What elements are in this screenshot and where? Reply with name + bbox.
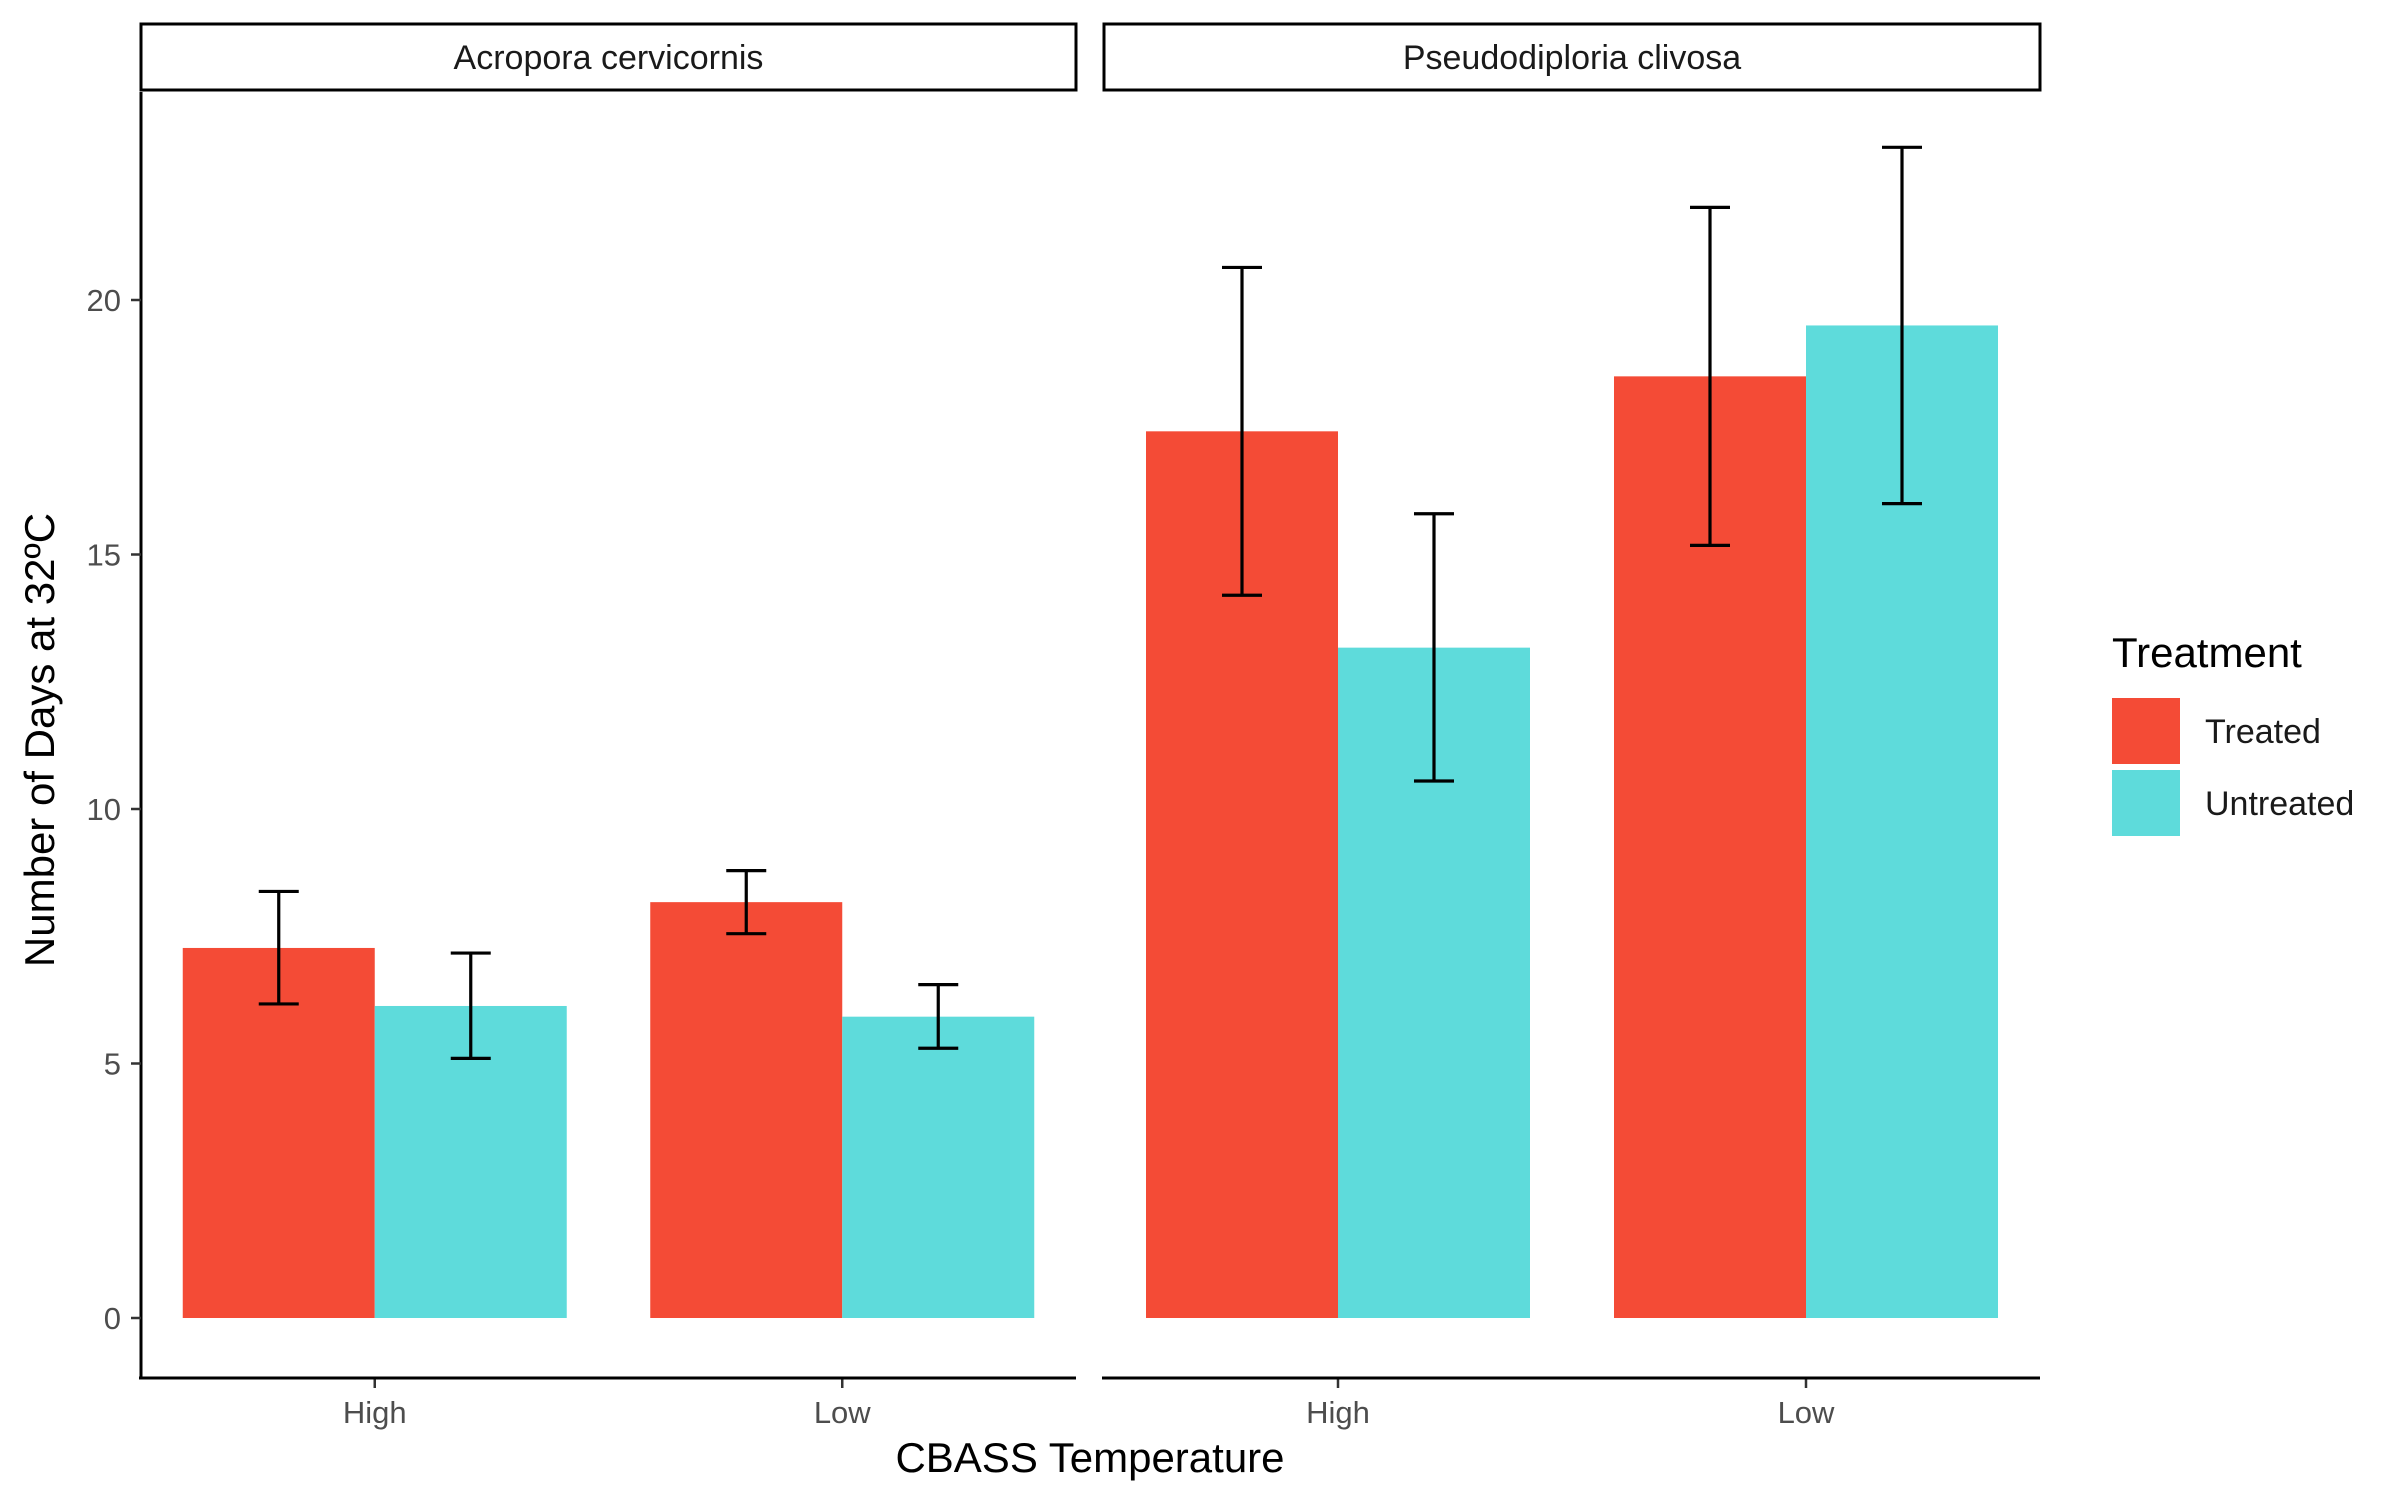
x-axis-title: CBASS Temperature — [895, 1434, 1284, 1481]
error-bar — [1882, 145, 1922, 506]
facet-strip-label: Pseudodiploria clivosa — [1403, 39, 1741, 77]
y-tick-label: 20 — [87, 283, 121, 318]
y-tick-label: 0 — [104, 1301, 121, 1336]
error-bar — [450, 951, 491, 1061]
x-tick-label: Low — [814, 1395, 871, 1430]
error-bar — [1414, 512, 1454, 783]
bar — [842, 1016, 1035, 1318]
x-tick-label: High — [1306, 1395, 1370, 1430]
legend: Treatment Treated Untreated — [2112, 629, 2354, 836]
legend-label: Treated — [2205, 713, 2321, 751]
legend-label: Untreated — [2205, 785, 2354, 823]
legend-title: Treatment — [2112, 629, 2302, 676]
error-bar — [1222, 265, 1262, 597]
legend-entry: Treated — [2112, 698, 2321, 764]
x-tick-label: Low — [1778, 1395, 1835, 1430]
facet-strip — [1102, 22, 2042, 92]
y-tick-label: 5 — [104, 1047, 121, 1082]
legend-entry: Untreated — [2112, 770, 2354, 836]
y-tick-label: 15 — [87, 538, 121, 573]
error-bar — [1690, 205, 1730, 547]
y-axis: 0 5 10 15 20 — [87, 92, 143, 1380]
error-bar — [258, 889, 299, 1006]
legend-swatch — [2112, 770, 2180, 836]
facet-strip — [139, 22, 1078, 92]
error-bar — [726, 868, 767, 936]
legend-swatch — [2112, 698, 2180, 764]
y-tick-label: 10 — [87, 792, 121, 827]
y-axis-title: Number of Days at 32ºC — [16, 513, 63, 967]
facet-strip-label: Acropora cervicornis — [454, 39, 764, 77]
error-bar — [918, 983, 959, 1050]
bar — [650, 902, 843, 1318]
x-tick-label: High — [343, 1395, 407, 1430]
bar — [182, 947, 375, 1318]
facet-panel: Pseudodiploria clivosa High Low — [1102, 22, 2042, 1430]
facet-panel: Acropora cervicornis High Low — [139, 22, 1078, 1430]
